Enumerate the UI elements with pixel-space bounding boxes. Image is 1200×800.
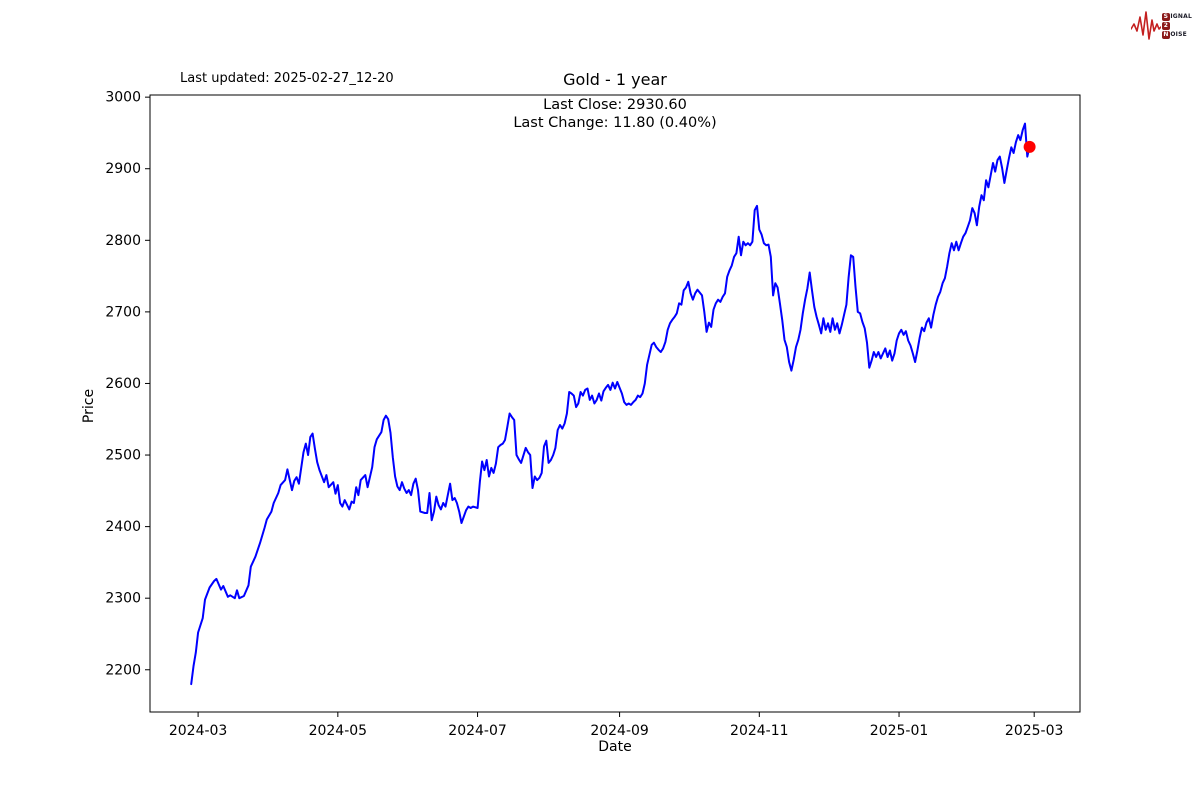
y-tick-label: 2200	[105, 662, 141, 678]
y-tick-label: 2400	[105, 519, 141, 535]
y-tick-label: 2300	[105, 591, 141, 607]
y-tick-label: 2700	[105, 304, 141, 320]
x-tick-label: 2024-05	[309, 723, 368, 739]
plot-frame	[149, 94, 1081, 713]
x-axis-label: Date	[598, 739, 632, 755]
y-tick-label: 2600	[105, 376, 141, 392]
x-tick-label: 2024-09	[590, 723, 649, 739]
logo-letter-box-n: N	[1161, 30, 1170, 39]
logo-text: S IGNAL 2 N OISE	[1161, 12, 1192, 39]
signal2noise-logo: S IGNAL 2 N OISE	[1130, 6, 1192, 44]
last-updated-label: Last updated: 2025-02-27_12-20	[180, 71, 394, 86]
x-tick-label: 2025-03	[1005, 723, 1064, 739]
y-tick-label: 2500	[105, 448, 141, 464]
chart-title: Gold - 1 year	[563, 70, 667, 89]
logo-word-noise-rest: OISE	[1170, 31, 1187, 38]
x-tick-label: 2024-07	[448, 723, 507, 739]
ecg-waveform-icon	[1130, 11, 1161, 40]
y-tick-label: 2900	[105, 161, 141, 177]
logo-word-signal-rest: IGNAL	[1170, 13, 1192, 20]
x-tick-label: 2025-01	[870, 723, 929, 739]
y-tick-label: 2800	[105, 233, 141, 249]
y-axis-label: Price	[81, 388, 97, 424]
last-change-annotation: Last Change: 11.80 (0.40%)	[513, 115, 717, 131]
y-tick-label: 3000	[105, 90, 141, 106]
x-tick-label: 2024-11	[730, 723, 789, 739]
last-close-annotation: Last Close: 2930.60	[543, 97, 687, 113]
logo-letter-box-2: 2	[1161, 21, 1170, 30]
logo-letter-box-s: S	[1161, 12, 1170, 21]
price-line	[190, 122, 1031, 686]
last-price-marker	[1023, 140, 1036, 153]
x-tick-label: 2024-03	[169, 723, 228, 739]
